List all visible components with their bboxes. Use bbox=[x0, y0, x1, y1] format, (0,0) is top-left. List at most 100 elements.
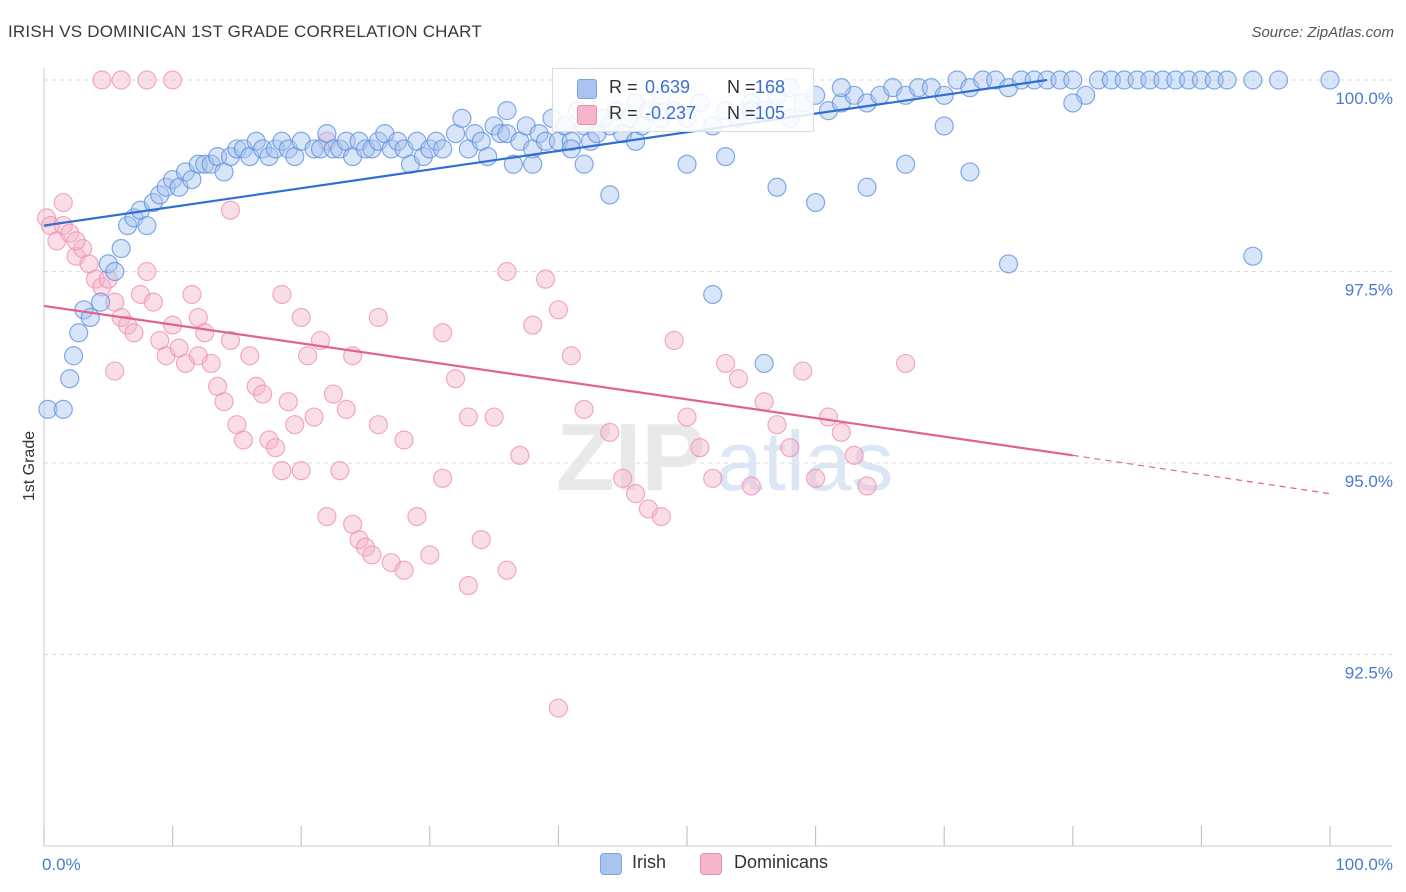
irish-point-147 bbox=[523, 154, 543, 174]
dominicans-point-10 bbox=[98, 269, 118, 289]
y-tick-label-2: 97.5% bbox=[1345, 281, 1393, 300]
dominicans-point-89 bbox=[857, 476, 877, 496]
y-tick-label-0: 92.5% bbox=[1345, 664, 1393, 683]
dominicans-point-77 bbox=[703, 468, 723, 488]
dominicans-point-42 bbox=[304, 407, 324, 427]
dominicans-point-87 bbox=[831, 422, 851, 442]
x-tick-label-max: 100.0% bbox=[1335, 855, 1393, 874]
irish-swatch bbox=[577, 79, 597, 99]
legend-dominicans-swatch bbox=[700, 853, 722, 875]
irish-point-8 bbox=[98, 254, 118, 274]
dominicans-point-86 bbox=[818, 407, 839, 427]
dominicans-point-64 bbox=[523, 315, 543, 335]
dominicans-n-label: N = bbox=[727, 103, 756, 123]
dominicans-point-63 bbox=[510, 445, 530, 465]
irish-point-3 bbox=[63, 346, 84, 366]
dominicans-point-61 bbox=[484, 407, 504, 427]
dominicans-point-68 bbox=[574, 399, 594, 419]
irish-point-7 bbox=[90, 292, 111, 312]
dominicans-point-75 bbox=[677, 407, 697, 427]
dominicans-point-71 bbox=[625, 484, 646, 504]
dominicans-point-13 bbox=[117, 315, 138, 335]
grid-lines bbox=[43, 68, 1392, 847]
dominicans-point-41 bbox=[298, 346, 318, 366]
dominicans-point-46 bbox=[330, 461, 350, 481]
dominicans-point-44 bbox=[317, 507, 337, 527]
irish-point-78 bbox=[561, 131, 581, 151]
dominicans-point-107 bbox=[433, 323, 453, 343]
irish-point-136 bbox=[1243, 70, 1263, 90]
irish-point-11 bbox=[117, 215, 138, 236]
irish-point-135 bbox=[1217, 70, 1237, 90]
dominicans-point-36 bbox=[265, 438, 286, 458]
dominicans-point-55 bbox=[407, 507, 427, 527]
dominicans-point-9 bbox=[92, 277, 112, 297]
dominicans-point-31 bbox=[233, 430, 253, 450]
dominicans-point-56 bbox=[420, 545, 440, 565]
irish-point-138 bbox=[1320, 70, 1340, 90]
dominicans-point-98 bbox=[548, 698, 569, 718]
dominicans-point-76 bbox=[690, 438, 710, 458]
dominicans-point-66 bbox=[548, 300, 569, 320]
dominicans-point-59 bbox=[458, 407, 478, 427]
dominicans-point-84 bbox=[793, 361, 813, 381]
irish-point-58 bbox=[426, 131, 446, 151]
dominicans-point-92 bbox=[111, 70, 131, 90]
dominicans-point-40 bbox=[291, 307, 311, 328]
dominicans-point-51 bbox=[362, 545, 382, 565]
dominicans-point-109 bbox=[291, 461, 311, 481]
dominicans-point-73 bbox=[651, 507, 671, 527]
dominicans-point-78 bbox=[715, 353, 736, 374]
irish-point-157 bbox=[934, 116, 954, 136]
dominicans-point-52 bbox=[368, 415, 388, 435]
dominicans-trend-extension bbox=[1072, 454, 1331, 495]
dominicans-point-79 bbox=[728, 369, 749, 389]
dominicans-point-97 bbox=[458, 575, 478, 596]
dominicans-point-65 bbox=[535, 269, 556, 289]
dominicans-point-104 bbox=[53, 192, 73, 213]
irish-point-0 bbox=[38, 399, 58, 419]
irish-point-148 bbox=[703, 284, 723, 305]
dominicans-point-58 bbox=[445, 369, 466, 389]
dominicans-point-54 bbox=[394, 560, 414, 580]
dominicans-point-94 bbox=[163, 70, 183, 90]
source-label: Source: ZipAtlas.com bbox=[1251, 24, 1394, 41]
dominicans-point-17 bbox=[143, 292, 163, 312]
dominicans-point-37 bbox=[272, 461, 292, 481]
y-tick-label-1: 95.0% bbox=[1345, 472, 1393, 491]
irish-point-33 bbox=[259, 147, 279, 167]
irish-point-161 bbox=[600, 185, 620, 205]
irish-point-152 bbox=[497, 101, 517, 121]
dominicans-point-57 bbox=[433, 468, 453, 488]
dominicans-point-85 bbox=[805, 468, 826, 488]
irish-point-35 bbox=[272, 131, 292, 151]
x-tick-label-min: 0.0% bbox=[42, 855, 81, 874]
irish-point-63 bbox=[465, 124, 485, 144]
dominicans-point-103 bbox=[66, 231, 86, 251]
dominicans-point-38 bbox=[278, 392, 298, 412]
irish-point-1 bbox=[53, 399, 73, 419]
irish-point-67 bbox=[490, 124, 511, 144]
dominicans-point-39 bbox=[285, 415, 305, 435]
dominicans-point-33 bbox=[246, 376, 266, 396]
series-dominicans bbox=[36, 70, 916, 718]
dominicans-r-value: -0.237 bbox=[645, 103, 697, 123]
dominicans-point-50 bbox=[355, 537, 376, 557]
dominicans-swatch bbox=[577, 105, 597, 125]
dominicans-point-47 bbox=[336, 399, 356, 419]
irish-point-153 bbox=[574, 154, 594, 174]
dominicans-point-70 bbox=[613, 468, 633, 488]
dominicans-point-105 bbox=[105, 361, 125, 381]
irish-point-2 bbox=[60, 369, 80, 389]
dominicans-n-value: 105 bbox=[755, 103, 786, 123]
irish-point-39 bbox=[304, 139, 324, 159]
axis-ticks bbox=[43, 826, 1331, 846]
irish-point-143 bbox=[715, 147, 736, 167]
irish-trend-line bbox=[43, 78, 1048, 227]
irish-point-59 bbox=[433, 139, 453, 159]
x-tick-labels: 0.0% 100.0% bbox=[42, 855, 1393, 874]
stats-legend: R = 0.639 N = 168 R = -0.237 N = 105 bbox=[552, 68, 814, 132]
dominicans-point-69 bbox=[600, 422, 620, 442]
irish-point-141 bbox=[857, 177, 877, 197]
